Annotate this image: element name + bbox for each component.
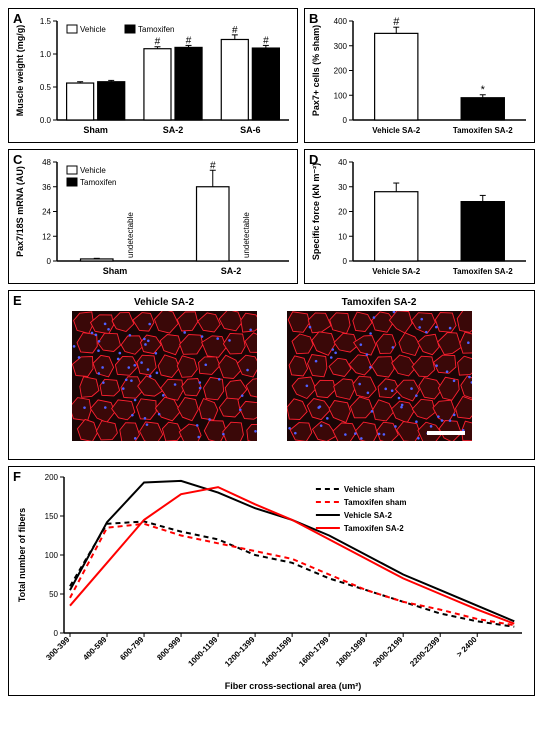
svg-text:200: 200	[45, 473, 59, 482]
svg-text:300-399: 300-399	[44, 635, 72, 663]
micro-label-vehicle: Vehicle SA-2	[72, 297, 257, 308]
svg-text:#: #	[232, 25, 238, 36]
micro-label-tamoxifen: Tamoxifen SA-2	[287, 297, 472, 308]
svg-text:undetectable: undetectable	[242, 212, 251, 258]
svg-text:Vehicle SA-2: Vehicle SA-2	[372, 126, 421, 135]
svg-text:Muscle weight (mg/g): Muscle weight (mg/g)	[15, 25, 25, 117]
svg-text:48: 48	[42, 158, 51, 167]
svg-text:Tamoxifen SA-2: Tamoxifen SA-2	[344, 524, 404, 533]
panel-d: D 0 10 20 30 40 Specific force (kN m⁻²) Vehicl…	[304, 149, 535, 284]
svg-text:Tamoxifen SA-2: Tamoxifen SA-2	[453, 267, 513, 276]
panel-e: E Vehicle SA-2 Tamoxifen SA-2	[8, 290, 535, 460]
svg-text:600-799: 600-799	[118, 635, 146, 663]
svg-text:Tamoxifen: Tamoxifen	[138, 25, 174, 34]
panel-b: B 0 100 200 300 400 Pax7+ cells (% sham) # Vehi…	[304, 8, 535, 143]
panel-a: A 0.0 0.5 1.0 1.5 Muscle weight (mg/g) Sham # #…	[8, 8, 298, 143]
svg-text:200: 200	[334, 67, 348, 76]
svg-text:#: #	[210, 160, 216, 171]
svg-text:0: 0	[47, 257, 52, 266]
svg-text:Total number of fibers: Total number of fibers	[17, 508, 27, 602]
svg-text:2000-2199: 2000-2199	[371, 635, 405, 669]
svg-text:1000-1199: 1000-1199	[186, 635, 219, 668]
svg-text:Vehicle: Vehicle	[80, 25, 106, 34]
svg-text:1600-1799: 1600-1799	[297, 635, 331, 669]
svg-text:Tamoxifen sham: Tamoxifen sham	[344, 498, 407, 507]
svg-text:Specific force (kN m⁻²): Specific force (kN m⁻²)	[311, 163, 321, 260]
panel-f-label: F	[13, 469, 21, 484]
svg-text:100: 100	[45, 551, 59, 560]
svg-text:SA-2: SA-2	[221, 266, 242, 276]
svg-text:800-999: 800-999	[155, 635, 183, 663]
svg-text:Vehicle SA-2: Vehicle SA-2	[344, 511, 393, 520]
panel-b-label: B	[309, 11, 318, 26]
svg-text:1.0: 1.0	[40, 50, 52, 59]
svg-text:400: 400	[334, 17, 348, 26]
svg-text:300: 300	[334, 42, 348, 51]
svg-text:12: 12	[42, 232, 51, 241]
svg-text:1200-1399: 1200-1399	[223, 635, 257, 669]
svg-text:30: 30	[338, 183, 347, 192]
svg-text:2200-2399: 2200-2399	[408, 635, 442, 669]
svg-text:#: #	[263, 35, 269, 46]
svg-text:40: 40	[338, 158, 347, 167]
svg-text:SA-6: SA-6	[240, 125, 261, 135]
svg-text:0: 0	[343, 116, 348, 125]
svg-text:1.5: 1.5	[40, 17, 52, 26]
panel-a-label: A	[13, 11, 22, 26]
panel-f: F 0 50 100 150 200 Total number of fibers 300-…	[8, 466, 535, 696]
svg-text:Pax7+ cells (% sham): Pax7+ cells (% sham)	[311, 25, 321, 116]
svg-text:Sham: Sham	[103, 266, 128, 276]
svg-text:#: #	[186, 35, 192, 46]
micrograph-tamoxifen	[287, 311, 472, 441]
svg-text:1400-1599: 1400-1599	[260, 635, 294, 669]
svg-text:Vehicle: Vehicle	[80, 166, 106, 175]
svg-text:0: 0	[54, 629, 59, 638]
panel-d-label: D	[309, 152, 318, 167]
figure: A 0.0 0.5 1.0 1.5 Muscle weight (mg/g) Sham # #…	[8, 8, 535, 696]
svg-text:Fiber cross-sectional area (um: Fiber cross-sectional area (um²)	[225, 681, 362, 691]
svg-text:150: 150	[45, 512, 59, 521]
svg-text:50: 50	[49, 590, 58, 599]
svg-text:Tamoxifen: Tamoxifen	[80, 178, 116, 187]
svg-text:*: *	[481, 84, 486, 96]
svg-text:Pax7/18S mRNA (AU): Pax7/18S mRNA (AU)	[15, 166, 25, 257]
svg-text:#: #	[155, 37, 161, 48]
svg-text:0.0: 0.0	[40, 116, 52, 125]
svg-text:400-599: 400-599	[81, 635, 109, 663]
svg-text:100: 100	[334, 91, 348, 100]
panel-e-label: E	[13, 293, 22, 308]
svg-text:Sham: Sham	[83, 125, 108, 135]
svg-text:1800-1999: 1800-1999	[334, 635, 368, 669]
svg-text:> 2400: > 2400	[455, 635, 479, 659]
svg-text:Tamoxifen SA-2: Tamoxifen SA-2	[453, 126, 513, 135]
svg-text:SA-2: SA-2	[163, 125, 184, 135]
panel-c-label: C	[13, 152, 22, 167]
svg-text:Vehicle SA-2: Vehicle SA-2	[372, 267, 421, 276]
svg-text:20: 20	[338, 208, 347, 217]
panel-c: C 0 12 24 36 48 Pax7/18S mRNA (AU) undetectabl…	[8, 149, 298, 284]
micrograph-vehicle	[72, 311, 257, 441]
svg-text:0.5: 0.5	[40, 83, 52, 92]
svg-text:0: 0	[343, 257, 348, 266]
svg-text:10: 10	[338, 232, 347, 241]
svg-text:Vehicle sham: Vehicle sham	[344, 485, 395, 494]
svg-text:#: #	[393, 16, 400, 28]
svg-text:24: 24	[42, 208, 51, 217]
svg-text:36: 36	[42, 183, 51, 192]
svg-text:undetectable: undetectable	[126, 212, 135, 258]
